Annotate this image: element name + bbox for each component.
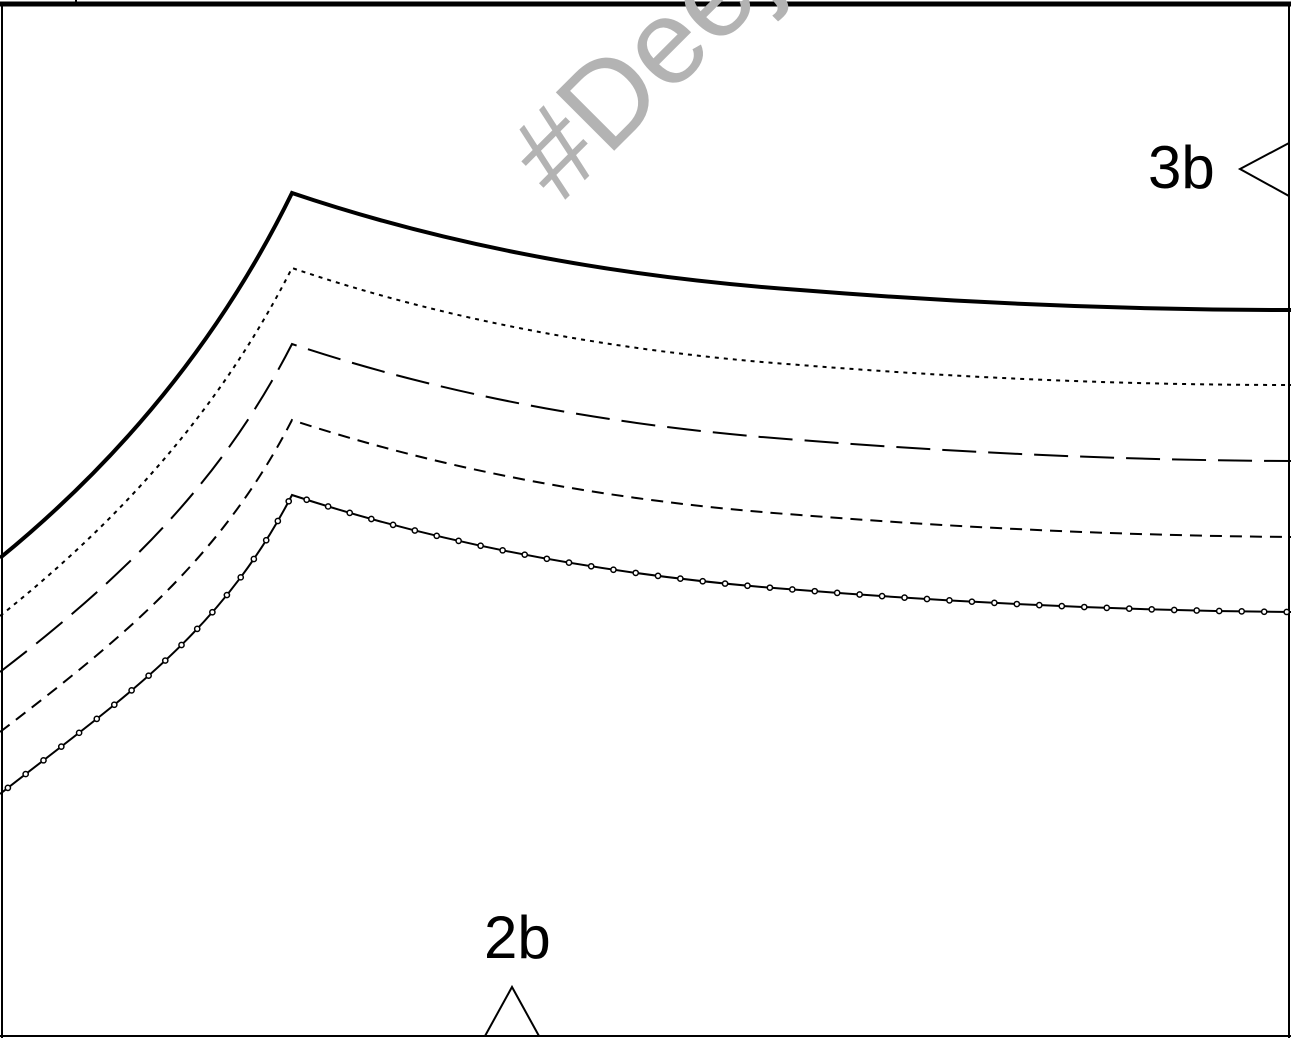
line-marker: [587, 562, 595, 570]
line-marker: [1103, 604, 1111, 612]
line-marker: [1013, 600, 1021, 608]
line-marker: [946, 597, 953, 604]
line-marker: [632, 569, 640, 577]
notch-2b-triangle: [483, 984, 541, 1037]
line-marker: [788, 586, 796, 593]
notch-3b-label: 3b: [1148, 134, 1215, 201]
line-marker: [477, 542, 484, 550]
line-marker: [161, 657, 169, 664]
line-marker: [110, 701, 118, 709]
line-marker: [40, 756, 47, 764]
line-marker: [856, 591, 863, 598]
line-marker: [324, 503, 332, 510]
notch-2b: 2b: [483, 904, 551, 1037]
line-marker: [1148, 606, 1156, 613]
size-line-1: [0, 190, 1291, 560]
line-marker: [93, 715, 101, 723]
line-marker: [1080, 603, 1088, 611]
line-marker: [389, 521, 397, 529]
line-marker: [22, 770, 30, 778]
size-lines: [0, 190, 1291, 795]
line-marker: [610, 566, 617, 574]
line-marker: [237, 573, 245, 581]
line-marker: [455, 537, 462, 545]
line-marker: [521, 551, 529, 559]
line-marker: [193, 625, 201, 633]
size-line-4: [0, 418, 1291, 733]
line-marker: [346, 509, 354, 517]
size-line-5-dots: [4, 496, 1291, 792]
line-marker: [654, 572, 662, 580]
line-marker: [1035, 601, 1043, 609]
line-marker: [145, 672, 152, 680]
line-marker: [744, 582, 751, 590]
line-marker: [274, 517, 282, 525]
notch-2b-label: 2b: [484, 904, 551, 971]
line-marker: [991, 599, 998, 607]
line-marker: [543, 555, 551, 563]
notch-3b-triangle: [1237, 141, 1290, 198]
line-marker: [923, 595, 931, 603]
line-marker: [1193, 607, 1201, 614]
line-marker: [1283, 608, 1291, 616]
line-marker: [250, 555, 258, 563]
line-marker: [262, 536, 270, 544]
line-marker: [4, 784, 12, 792]
line-marker: [433, 532, 441, 540]
line-marker: [699, 577, 707, 585]
line-marker: [811, 587, 819, 595]
line-marker: [128, 687, 135, 694]
line-marker: [285, 497, 293, 505]
line-marker: [57, 743, 65, 750]
line-marker: [499, 546, 506, 554]
line-marker: [303, 496, 311, 504]
line-marker: [833, 589, 841, 597]
size-line-2: [0, 266, 1291, 617]
line-marker: [968, 598, 976, 606]
line-marker: [1215, 607, 1223, 615]
line-marker: [721, 580, 729, 587]
line-marker: [75, 729, 83, 737]
size-line-5: [0, 493, 1291, 795]
line-marker: [367, 515, 375, 523]
line-marker: [1170, 606, 1178, 614]
line-marker: [676, 575, 684, 583]
notch-3b: 3b: [1148, 134, 1290, 201]
line-marker: [209, 608, 216, 616]
line-marker: [1058, 602, 1066, 610]
line-marker: [901, 594, 908, 601]
size-line-3: [0, 342, 1291, 673]
line-marker: [178, 641, 185, 649]
line-marker: [1238, 608, 1246, 615]
line-marker: [878, 592, 886, 600]
line-marker: [565, 559, 573, 567]
line-marker: [223, 591, 231, 599]
line-marker: [766, 584, 774, 592]
line-marker: [411, 527, 419, 534]
line-marker: [1260, 608, 1268, 616]
watermark: #Deej: [484, 0, 800, 223]
line-marker: [1125, 605, 1133, 613]
